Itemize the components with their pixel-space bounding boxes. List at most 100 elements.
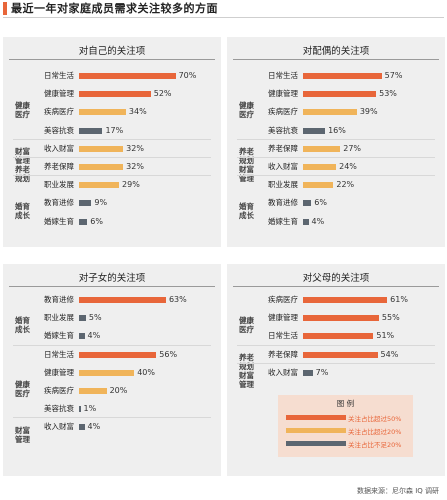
item-label: 收入财富 bbox=[268, 367, 298, 377]
bar bbox=[79, 424, 85, 431]
value-label: 61% bbox=[390, 295, 408, 304]
legend-label-low: 关注占比不足20% bbox=[348, 441, 402, 449]
group-separator bbox=[237, 156, 435, 158]
bar bbox=[79, 182, 120, 189]
panel-title-underline bbox=[9, 59, 215, 60]
value-label: 7% bbox=[315, 367, 329, 377]
value-label: 63% bbox=[168, 295, 187, 304]
bar bbox=[303, 182, 334, 189]
item-label: 日常生活 bbox=[268, 331, 298, 341]
value-label: 55% bbox=[381, 313, 400, 323]
bar bbox=[79, 218, 88, 225]
value-label: 4% bbox=[87, 331, 101, 341]
value-label: 53% bbox=[379, 89, 397, 99]
bar bbox=[303, 145, 341, 152]
value-label: 57% bbox=[384, 71, 403, 80]
group-label: 健康 医疗 bbox=[15, 380, 30, 398]
bar bbox=[303, 200, 312, 207]
panel-title-underline bbox=[9, 286, 215, 287]
item-label: 职业发展 bbox=[268, 180, 298, 190]
item-label: 婚嫁生育 bbox=[44, 216, 74, 226]
group-label: 财富 管理 bbox=[15, 146, 30, 165]
value-label: 5% bbox=[88, 313, 102, 323]
item-label: 美容抗衰 bbox=[268, 125, 298, 135]
item-label: 疾病医疗 bbox=[44, 107, 74, 117]
legend-label-mid: 关注占比超过20% bbox=[348, 428, 402, 436]
bar bbox=[79, 369, 135, 376]
page-title: 最近一年对家庭成员需求关注较多的方面 bbox=[11, 2, 218, 15]
item-label: 收入财富 bbox=[44, 143, 74, 153]
bar bbox=[79, 351, 157, 358]
value-label: 32% bbox=[126, 143, 144, 153]
value-label: 54% bbox=[380, 349, 399, 359]
value-label: 16% bbox=[328, 125, 346, 135]
value-label: 24% bbox=[339, 162, 357, 171]
group-separator bbox=[13, 417, 211, 419]
legend-swatch-low bbox=[286, 441, 346, 446]
item-label: 养老保障 bbox=[268, 349, 298, 359]
value-label: 40% bbox=[137, 367, 155, 377]
group-label: 健康 医疗 bbox=[239, 316, 254, 335]
bar bbox=[79, 388, 107, 394]
group-separator bbox=[237, 175, 435, 177]
legend-label-high: 关注占比超过50% bbox=[348, 415, 402, 423]
item-label: 健康管理 bbox=[44, 89, 74, 99]
bar bbox=[303, 73, 382, 79]
value-label: 9% bbox=[94, 198, 108, 208]
legend-title: 图 例 bbox=[336, 399, 355, 408]
item-label: 疾病医疗 bbox=[268, 107, 298, 117]
group-label: 婚育 成长 bbox=[239, 201, 254, 220]
value-label: 1% bbox=[83, 404, 97, 414]
value-label: 29% bbox=[122, 180, 140, 190]
group-label: 养老 规划 bbox=[15, 165, 30, 184]
panel-title: 对子女的关注项 bbox=[78, 273, 146, 284]
legend: 图 例 关注占比超过50% 关注占比超过20% 关注占比不足20% bbox=[278, 395, 413, 457]
item-label: 疾病医疗 bbox=[268, 295, 298, 304]
group-label: 婚育 成长 bbox=[15, 201, 30, 220]
value-label: 27% bbox=[343, 143, 362, 153]
bar bbox=[79, 127, 103, 134]
value-label: 39% bbox=[359, 107, 378, 117]
item-label: 职业发展 bbox=[44, 180, 74, 190]
item-label: 日常生活 bbox=[268, 71, 298, 80]
group-label: 婚育 成长 bbox=[15, 316, 30, 335]
value-label: 20% bbox=[109, 386, 128, 395]
value-label: 70% bbox=[178, 71, 197, 80]
panel-title: 对父母的关注项 bbox=[302, 273, 370, 284]
legend-swatch-mid bbox=[286, 428, 346, 433]
item-label: 健康管理 bbox=[268, 313, 298, 323]
group-separator bbox=[13, 344, 211, 346]
panel-title: 对自己的关注项 bbox=[78, 46, 146, 57]
group-label: 健康 医疗 bbox=[15, 101, 30, 120]
item-label: 养老保障 bbox=[268, 143, 298, 153]
bar bbox=[303, 109, 357, 116]
bar bbox=[79, 73, 176, 79]
item-label: 美容抗衰 bbox=[44, 125, 74, 135]
item-label: 婚嫁生育 bbox=[268, 216, 298, 226]
value-label: 6% bbox=[314, 198, 327, 208]
source-note: 数据来源：尼尔森 IQ 调研 bbox=[356, 487, 439, 495]
title-divider bbox=[3, 17, 444, 18]
value-label: 34% bbox=[128, 107, 147, 117]
value-label: 22% bbox=[336, 180, 355, 190]
value-label: 52% bbox=[153, 89, 172, 99]
item-label: 养老保障 bbox=[44, 162, 74, 171]
item-label: 教育进修 bbox=[268, 198, 298, 208]
group-label: 健康 医疗 bbox=[239, 101, 254, 120]
group-separator bbox=[237, 344, 435, 346]
group-label: 财富 管理 bbox=[15, 425, 30, 444]
bar bbox=[79, 200, 92, 207]
bar bbox=[303, 218, 309, 225]
chart-panel bbox=[227, 37, 445, 247]
item-label: 美容抗衰 bbox=[44, 404, 74, 414]
value-label: 4% bbox=[87, 422, 101, 432]
group-label: 财富 管理 bbox=[239, 370, 254, 389]
bar bbox=[79, 333, 85, 340]
item-label: 日常生活 bbox=[44, 71, 74, 80]
bar bbox=[303, 351, 378, 358]
bar bbox=[303, 315, 379, 322]
bar bbox=[79, 91, 151, 98]
item-label: 婚嫁生育 bbox=[44, 331, 74, 341]
bar bbox=[303, 369, 313, 376]
bar bbox=[303, 164, 337, 170]
